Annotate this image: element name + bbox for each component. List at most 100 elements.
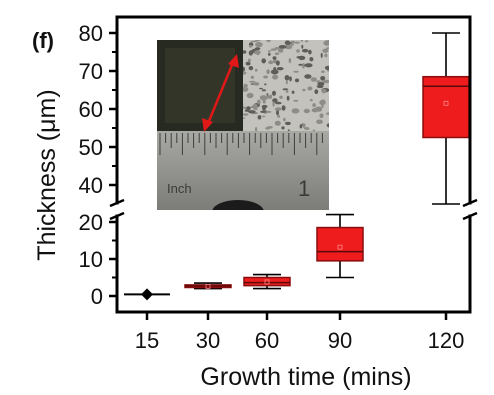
box-15-mean-marker	[141, 288, 153, 301]
y-tick-label: 60	[79, 97, 103, 122]
inset-speckle	[302, 63, 305, 69]
inset-speckle	[262, 115, 266, 118]
x-tick-label: 60	[255, 328, 279, 353]
inset-speckle	[264, 83, 267, 86]
box-iqr	[316, 226, 364, 262]
inset-speckle	[264, 96, 268, 98]
inset-speckle	[322, 79, 329, 84]
x-tick-label: 15	[135, 328, 159, 353]
x-tick-label: 120	[428, 328, 465, 353]
y-tick-label: 70	[79, 59, 103, 84]
axis-break-right-bottom	[462, 211, 478, 221]
inset-speckle	[322, 48, 329, 53]
box-60	[243, 273, 291, 290]
y-tick-label: 80	[79, 21, 103, 46]
x-tick-label: 30	[196, 328, 220, 353]
inset-speckle	[328, 81, 329, 83]
box-mean-marker	[337, 244, 343, 250]
inset-ruler-label: Inch	[167, 181, 192, 196]
inset-speckle	[293, 70, 299, 73]
inset-speckle	[276, 60, 280, 66]
inset-speckle	[321, 104, 324, 108]
inset-speckle	[281, 126, 285, 130]
inset-speckle	[304, 40, 309, 43]
inset-speckle	[241, 86, 249, 92]
inset-speckle	[304, 63, 313, 67]
inset-speckle	[273, 58, 277, 64]
box-15	[124, 288, 170, 301]
inset-speckle	[327, 40, 329, 43]
inset-speckle	[247, 58, 251, 63]
inset-speckle	[330, 38, 333, 42]
inset-speckle	[299, 124, 303, 129]
axis-break-left-top	[109, 198, 125, 208]
inset-speckle	[272, 56, 277, 60]
inset-speckle	[250, 40, 258, 43]
inset-speckle	[274, 52, 280, 55]
inset-speckle	[249, 80, 256, 83]
inset-speckle	[296, 49, 300, 53]
inset-speckle	[319, 99, 326, 106]
inset-speckle	[266, 69, 270, 74]
box-90	[316, 213, 364, 279]
inset-speckle	[301, 44, 304, 49]
inset-speckle	[255, 41, 263, 48]
inset-speckle	[260, 110, 267, 114]
inset-speckle	[291, 108, 300, 114]
y-tick-label: 10	[79, 247, 103, 272]
inset-speckle	[317, 82, 325, 86]
inset-speckle	[250, 75, 255, 79]
box-30	[184, 282, 232, 290]
inset-speckle	[244, 109, 250, 112]
inset-speckle	[324, 53, 328, 58]
inset-speckle	[254, 127, 258, 132]
inset-speckle	[288, 58, 292, 64]
inset-speckle	[272, 90, 276, 96]
inset-speckle	[268, 60, 274, 65]
inset-speckle	[253, 82, 260, 86]
inset-speckle	[274, 120, 281, 126]
inset-speckle	[307, 86, 313, 91]
inset-ruler-hole	[212, 200, 264, 210]
inset-arrowhead-bottom	[202, 118, 213, 132]
inset-speckle	[272, 74, 279, 80]
inset-speckle	[291, 90, 295, 94]
inset-speckle	[309, 98, 313, 102]
inset-speckle	[254, 68, 258, 72]
inset-speckle	[242, 50, 247, 54]
inset-speckle	[278, 45, 287, 49]
inset-speckle	[266, 40, 271, 43]
inset-speckle	[268, 50, 271, 53]
inset-speckle	[302, 88, 306, 92]
inset-speckle	[276, 110, 279, 116]
inset-speckle	[329, 96, 332, 99]
inset-speckle	[326, 123, 329, 128]
inset-speckle	[320, 52, 323, 58]
inset-photo: Inch 1	[157, 38, 334, 210]
inset-speckle	[293, 99, 299, 102]
inset-speckle	[262, 99, 266, 104]
inset-speckle	[246, 92, 254, 99]
inset-speckle	[272, 101, 275, 107]
inset-speckle	[314, 89, 319, 95]
y-axis-title: Thickness (μm)	[33, 89, 61, 260]
inset-speckle	[246, 106, 251, 111]
y-axis-ticks: 0 10 20 40 50 60 70 80	[79, 21, 117, 309]
inset-speckle	[265, 127, 270, 130]
inset-speckle	[270, 48, 277, 51]
inset-speckle	[294, 78, 300, 83]
inset-arrowhead-top	[228, 54, 239, 68]
inset-speckle	[300, 40, 303, 42]
inset-speckle	[325, 47, 329, 50]
inset-speckle	[284, 121, 291, 126]
inset-speckle	[308, 49, 312, 55]
inset-speckle	[256, 99, 261, 105]
inset-speckle	[332, 40, 334, 43]
inset-speckle	[274, 107, 282, 111]
inset-speckle	[330, 62, 332, 67]
y-tick-label: 50	[79, 135, 103, 160]
inset-speckle	[316, 80, 321, 83]
box-120	[422, 32, 470, 205]
inset-speckle	[296, 56, 305, 59]
